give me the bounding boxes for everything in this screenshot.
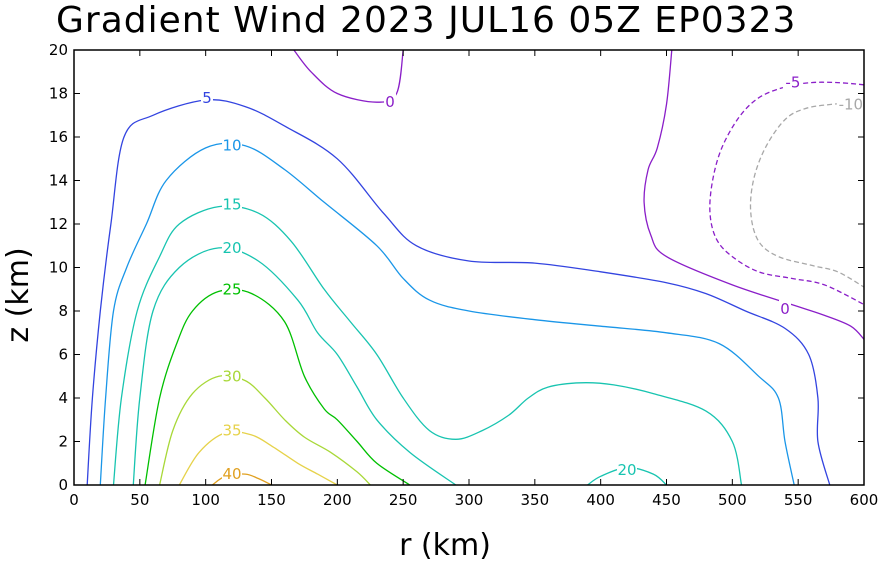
y-tick-label-10: 10	[49, 259, 68, 277]
contour-line-15-6	[112, 205, 743, 486]
contour-line-30-10	[158, 374, 371, 486]
x-tick-label-400: 400	[586, 491, 615, 509]
contour-line-40-12	[211, 473, 272, 486]
x-tick-label-200: 200	[323, 491, 352, 509]
contour-label-bg-7	[222, 238, 242, 257]
contour-label-15: 15	[222, 195, 241, 213]
y-axis-label: z (km)	[1, 247, 36, 342]
contour-line--5-2	[709, 81, 865, 306]
x-axis-label: r (km)	[399, 528, 491, 561]
y-axis: 0 2 4 6 8 10 12 14 16 18 20	[49, 41, 864, 494]
y-tick-label-18: 18	[49, 85, 68, 103]
x-tick-label-250: 250	[389, 491, 418, 509]
contour-label-0: 0	[780, 300, 790, 318]
contour-line-10-5	[99, 142, 795, 486]
x-tick-label-550: 550	[784, 491, 813, 509]
contour-label-10: 10	[222, 137, 241, 155]
contour-label-bg-3	[836, 95, 865, 114]
plot-frame	[73, 49, 865, 486]
contour-label-bg-2	[782, 73, 803, 92]
x-tick-label-450: 450	[652, 491, 681, 509]
contour-label--10: -10	[839, 95, 864, 113]
y-tick-label-2: 2	[58, 433, 68, 451]
x-tick-label-350: 350	[521, 491, 550, 509]
contour-label-25: 25	[222, 280, 241, 298]
contour-label-30: 30	[222, 367, 241, 385]
contour-label-20: 20	[222, 239, 241, 257]
y-tick-label-6: 6	[58, 346, 68, 364]
x-tick-label-100: 100	[191, 491, 220, 509]
x-tick-label-0: 0	[69, 491, 79, 509]
contour-label-bg-1	[779, 299, 791, 318]
x-tick-label-300: 300	[455, 491, 484, 509]
y-tick-label-20: 20	[49, 41, 68, 59]
y-tick-label-4: 4	[58, 389, 68, 407]
y-tick-label-8: 8	[58, 302, 68, 320]
contour-label-35: 35	[222, 422, 241, 440]
y-tick-label-14: 14	[49, 172, 68, 190]
contour-label-bg-4	[200, 88, 213, 107]
contour-label-bg-11	[222, 421, 242, 440]
contour-label-bg-8	[617, 460, 637, 479]
x-tick-label-600: 600	[850, 491, 879, 509]
contour-line-25-9	[144, 288, 411, 486]
contour-label-bg-10	[222, 367, 242, 386]
contour-lines	[86, 49, 865, 486]
x-tick-label-50: 50	[130, 491, 149, 509]
contour-label-bg-9	[222, 280, 242, 299]
y-tick-label-12: 12	[49, 215, 68, 233]
contour-label-5: 5	[202, 89, 212, 107]
x-axis: 0 50 100 150 200 250 300 350 400 450 500 550 600	[69, 50, 878, 509]
x-tick-label-150: 150	[257, 491, 286, 509]
contour-line-20-7	[132, 247, 457, 486]
contour-label-bg-0	[384, 93, 396, 112]
contour-line-5-4	[86, 99, 831, 486]
contour-label--5: -5	[785, 74, 800, 92]
x-tick-label-500: 500	[718, 491, 747, 509]
y-tick-label-0: 0	[58, 476, 68, 494]
contour-label-bg-5	[222, 136, 242, 155]
chart-title: Gradient Wind 2023 JUL16 05Z EP0323	[56, 0, 796, 41]
contour-label-20: 20	[617, 461, 636, 479]
contour-labels: 0 0 -5 -10 5 10 15 20 20 25 30 35 40	[200, 73, 865, 484]
contour-label-bg-12	[222, 465, 242, 484]
contour-label-bg-6	[222, 195, 242, 214]
y-tick-label-16: 16	[49, 128, 68, 146]
contour-line-35-11	[178, 430, 338, 486]
contour-line-0-0	[293, 49, 404, 103]
contour-line--10-3	[749, 101, 865, 288]
contour-label-40: 40	[222, 465, 241, 483]
contour-line-0-1	[643, 49, 865, 340]
contour-label-0: 0	[385, 93, 395, 111]
